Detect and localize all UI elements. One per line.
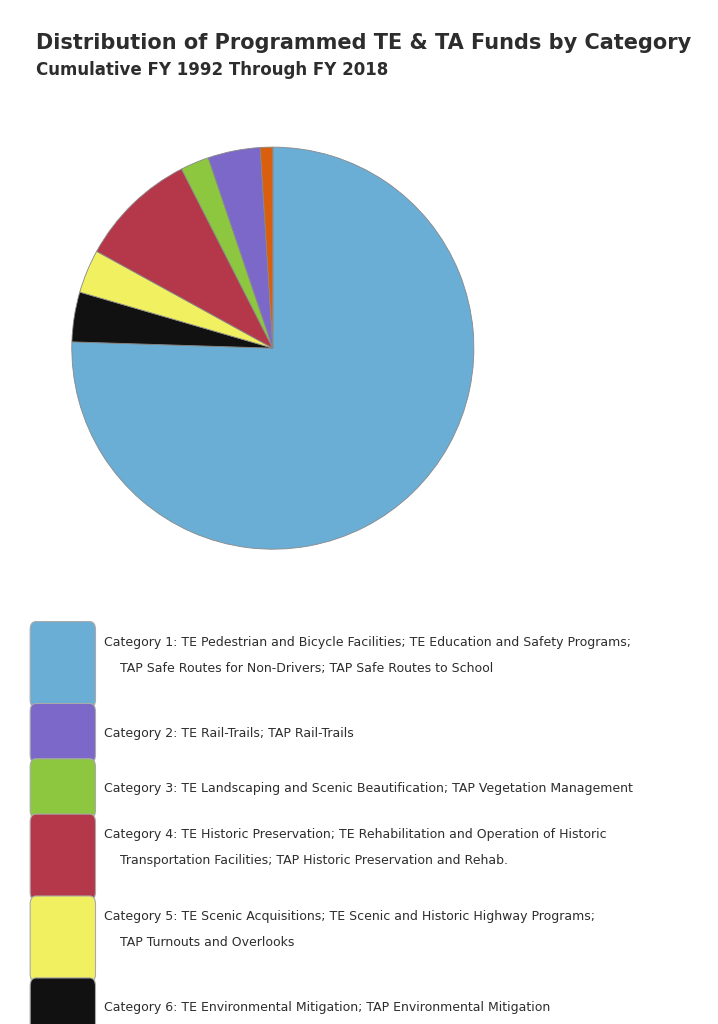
Text: Transportation Facilities; TAP Historic Preservation and Rehab.: Transportation Facilities; TAP Historic … — [104, 854, 508, 867]
Text: Category 1: TE Pedestrian and Bicycle Facilities; TE Education and Safety Progra: Category 1: TE Pedestrian and Bicycle Fa… — [104, 636, 631, 649]
Text: Distribution of Programmed TE & TA Funds by Category: Distribution of Programmed TE & TA Funds… — [36, 33, 691, 53]
Wedge shape — [182, 158, 273, 348]
Text: Category 2: TE Rail-Trails; TAP Rail-Trails: Category 2: TE Rail-Trails; TAP Rail-Tra… — [104, 727, 354, 739]
Text: TAP Turnouts and Overlooks: TAP Turnouts and Overlooks — [104, 936, 294, 949]
Wedge shape — [97, 169, 273, 348]
Wedge shape — [80, 251, 273, 348]
Wedge shape — [72, 292, 273, 348]
Wedge shape — [260, 147, 273, 348]
Text: Category 6: TE Environmental Mitigation; TAP Environmental Mitigation: Category 6: TE Environmental Mitigation;… — [104, 1001, 551, 1014]
Text: TAP Safe Routes for Non-Drivers; TAP Safe Routes to School: TAP Safe Routes for Non-Drivers; TAP Saf… — [104, 662, 493, 675]
Text: Category 4: TE Historic Preservation; TE Rehabilitation and Operation of Histori: Category 4: TE Historic Preservation; TE… — [104, 828, 607, 842]
Text: Cumulative FY 1992 Through FY 2018: Cumulative FY 1992 Through FY 2018 — [36, 61, 388, 80]
Wedge shape — [208, 147, 273, 348]
Wedge shape — [72, 147, 474, 549]
Text: Category 5: TE Scenic Acquisitions; TE Scenic and Historic Highway Programs;: Category 5: TE Scenic Acquisitions; TE S… — [104, 910, 595, 924]
Text: Category 3: TE Landscaping and Scenic Beautification; TAP Vegetation Management: Category 3: TE Landscaping and Scenic Be… — [104, 782, 633, 795]
